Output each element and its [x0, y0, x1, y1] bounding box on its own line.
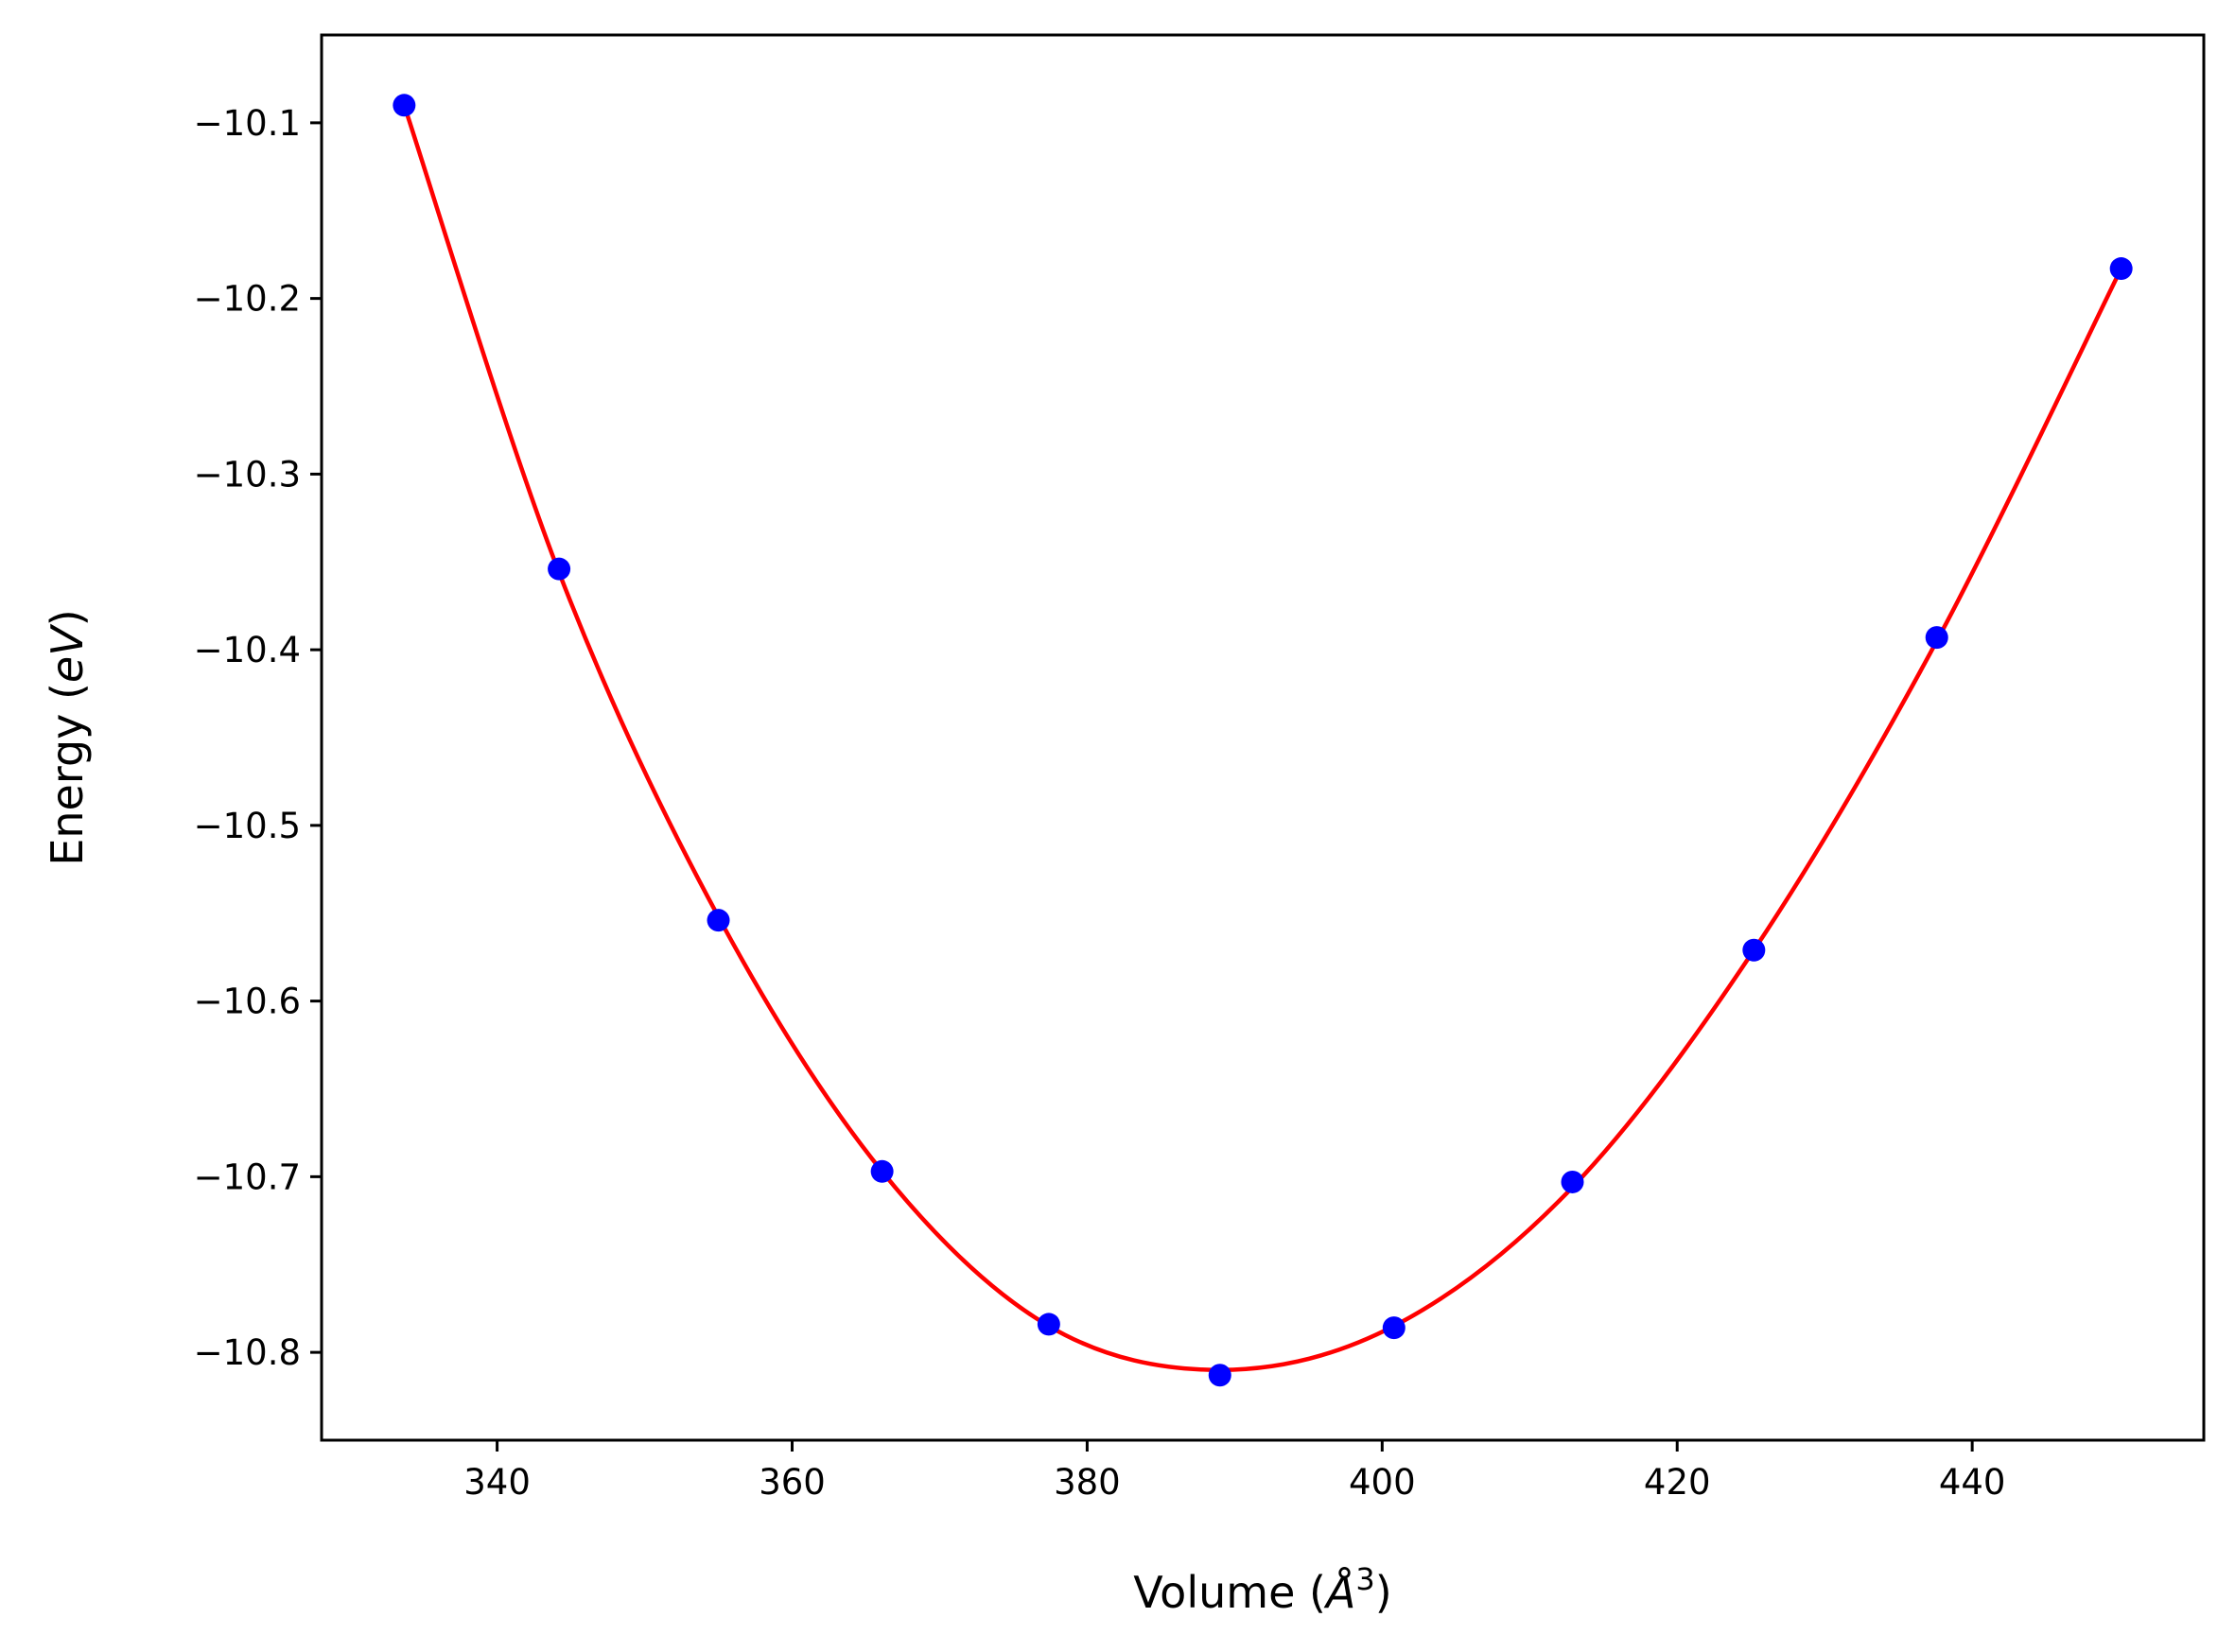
y-tick-label: −10.5 [194, 806, 301, 846]
x-tick-label: 420 [1644, 1462, 1711, 1503]
data-point [2109, 257, 2133, 281]
data-point [548, 557, 571, 581]
data-point [1925, 626, 1948, 650]
data-point [1037, 1313, 1060, 1336]
points-layer [393, 94, 2133, 1387]
y-tick-label: −10.6 [194, 982, 301, 1022]
x-tick-label: 340 [463, 1462, 531, 1503]
fit-line-layer [402, 104, 2123, 1372]
y-tick-label: −10.4 [194, 630, 301, 670]
plot-area [320, 33, 2206, 1442]
y-tick-label: −10.1 [194, 103, 301, 144]
plot-frame [320, 33, 2206, 1442]
data-point [870, 1159, 894, 1183]
data-point [393, 94, 416, 117]
y-tick-label: −10.3 [194, 454, 301, 495]
data-point [1742, 938, 1766, 962]
x-tick-label: 380 [1054, 1462, 1121, 1503]
y-axis-label: Energy (eV) [42, 609, 93, 865]
data-point [1208, 1364, 1231, 1387]
y-tick-label: −10.7 [194, 1156, 301, 1197]
x-axis-label: Volume (Å3) [1133, 1561, 1391, 1618]
data-point [707, 909, 730, 932]
x-tick-label: 360 [759, 1462, 826, 1503]
data-point [1561, 1170, 1584, 1193]
x-axis: 340 360 380 400 420 440 [463, 1440, 2005, 1503]
data-point [1382, 1316, 1406, 1340]
y-tick-label: −10.8 [194, 1332, 301, 1373]
y-tick-label: −10.2 [194, 279, 301, 320]
fit-curve [402, 104, 2123, 1372]
x-tick-label: 440 [1939, 1462, 2006, 1503]
y-axis: −10.8 −10.7 −10.6 −10.5 −10.4 −10.3 −10.2 −10.1 [194, 103, 322, 1373]
x-tick-label: 400 [1349, 1462, 1416, 1503]
